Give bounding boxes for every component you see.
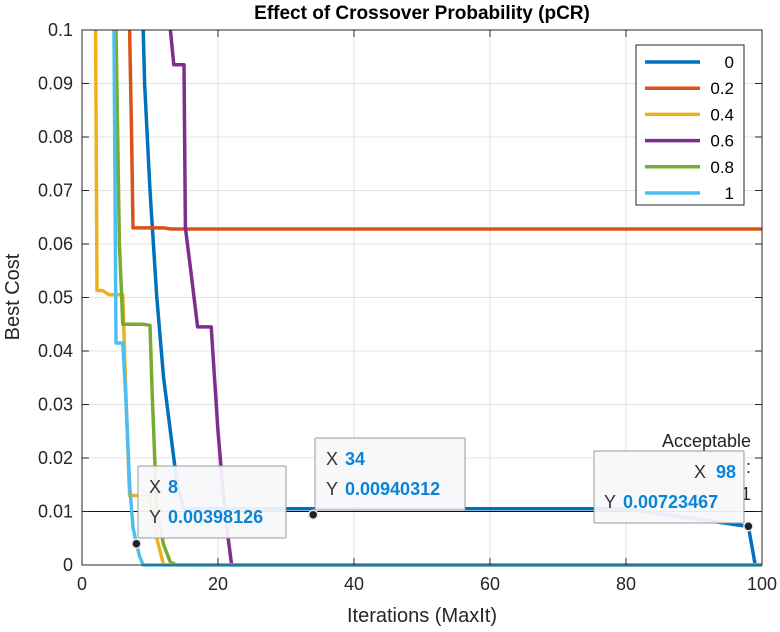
- y-tick-label: 0.04: [38, 341, 73, 361]
- datatip: 98 X Y 0.00723467: [593, 450, 754, 532]
- legend[interactable]: 0 0.2 0.4 0.6 0.8 1: [635, 44, 745, 206]
- y-tick-label: 0: [63, 555, 73, 575]
- datatip-y-key: Y: [149, 507, 161, 527]
- legend-box: [635, 44, 745, 206]
- y-tick-label: 0.07: [38, 181, 73, 201]
- y-tick-label: 0.08: [38, 127, 73, 147]
- datatip-box: [314, 437, 466, 511]
- datatip-x-key: X: [326, 449, 338, 469]
- legend-label: 0: [725, 53, 734, 72]
- legend-label: 0.8: [710, 158, 734, 177]
- x-tick-label: 0: [77, 574, 87, 594]
- datatip-y-value: 0.00398126: [168, 507, 263, 527]
- y-tick-label: 0.06: [38, 234, 73, 254]
- y-tick-label: 0.01: [38, 502, 73, 522]
- datatip-y-key: Y: [326, 479, 338, 499]
- datatip-marker: [743, 521, 754, 532]
- legend-label: 0.4: [710, 105, 734, 124]
- datatip-x-value: 98: [716, 462, 736, 482]
- reference-annotation-line: 1: [741, 484, 751, 504]
- series-line-0-6: [168, 29, 762, 567]
- y-tick-label: 0.1: [48, 20, 73, 40]
- y-axis-label: Best Cost: [2, 253, 24, 340]
- x-tick-label: 60: [480, 574, 500, 594]
- reference-annotation: Acceptable: 1: [662, 431, 751, 504]
- datatip-marker: [131, 538, 142, 549]
- datatip-y-key: Y: [604, 492, 616, 512]
- datatip-x-key: X: [149, 477, 161, 497]
- x-tick-label: 100: [747, 574, 777, 594]
- reference-annotation-line: Acceptable: [662, 431, 751, 451]
- reference-annotation-line: :: [746, 457, 751, 477]
- series-line-0-2: [127, 29, 762, 231]
- x-axis-label: Iterations (MaxIt): [347, 605, 497, 627]
- datatip-x-value: 34: [345, 449, 365, 469]
- datatip-box: [137, 465, 287, 539]
- y-tick-label: 0.02: [38, 448, 73, 468]
- datatip: X 34 Y 0.00940312: [307, 437, 466, 520]
- datatip-x-key: X: [694, 462, 706, 482]
- ticks-group: 0 20 40 60 80 10000.010.020.030.040.050.060.0…: [38, 20, 777, 594]
- y-tick-label: 0.09: [38, 74, 73, 94]
- x-tick-label: 20: [208, 574, 228, 594]
- datatip-y-value: 0.00723467: [623, 492, 718, 512]
- legend-label: 0.6: [710, 132, 734, 151]
- y-tick-label: 0.03: [38, 395, 73, 415]
- legend-label: 1: [725, 184, 734, 203]
- datatip-marker: [307, 509, 319, 520]
- datatip-y-value: 0.00940312: [345, 479, 440, 499]
- y-tick-label: 0.05: [38, 288, 73, 308]
- datatip: X 8Y 0.00398126: [131, 465, 287, 549]
- legend-label: 0.2: [710, 79, 734, 98]
- x-tick-label: 40: [344, 574, 364, 594]
- datatip-x-value: 8: [168, 477, 178, 497]
- chart-title: Effect of Crossover Probability (pCR): [254, 3, 590, 24]
- datatip-box: [593, 450, 745, 524]
- x-tick-label: 80: [616, 574, 636, 594]
